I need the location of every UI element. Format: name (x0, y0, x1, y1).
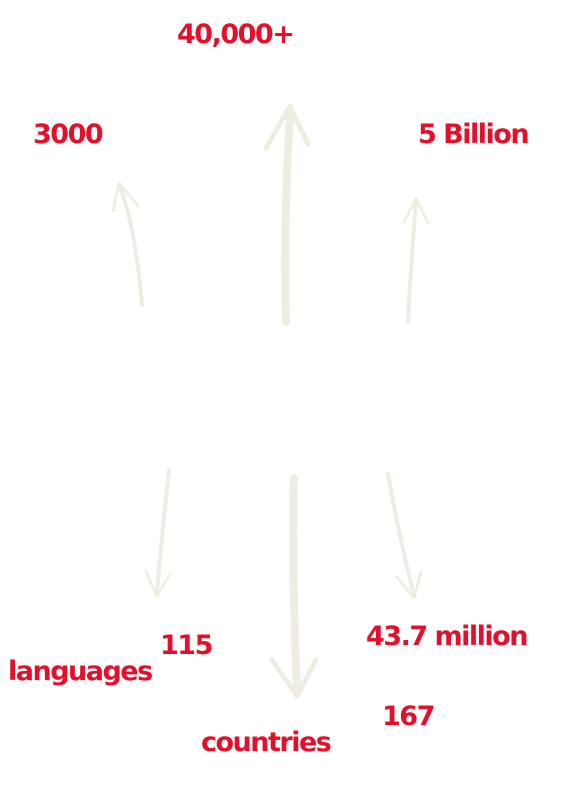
stat-top-value: 40,000+ (177, 19, 295, 50)
arrow-down-right-icon (386, 472, 423, 600)
arrow-down-left-icon (144, 468, 172, 598)
arrow-up-right-icon (402, 196, 430, 324)
arrow-down-center-icon (269, 474, 319, 699)
arrow-up-left-icon (111, 181, 144, 307)
stat-upper-right-value: 5 Billion (418, 119, 530, 150)
arrow-up-center-icon (263, 103, 311, 326)
stat-lower-right-value: 43.7 million (366, 621, 528, 652)
stat-lower-left-label: languages (8, 656, 153, 687)
stat-lower-left-value: 115 (160, 630, 213, 661)
stat-lower-center-label: countries (201, 727, 332, 758)
stat-lower-center-value: 167 (382, 701, 435, 732)
stat-upper-left-value: 3000 (33, 119, 104, 150)
